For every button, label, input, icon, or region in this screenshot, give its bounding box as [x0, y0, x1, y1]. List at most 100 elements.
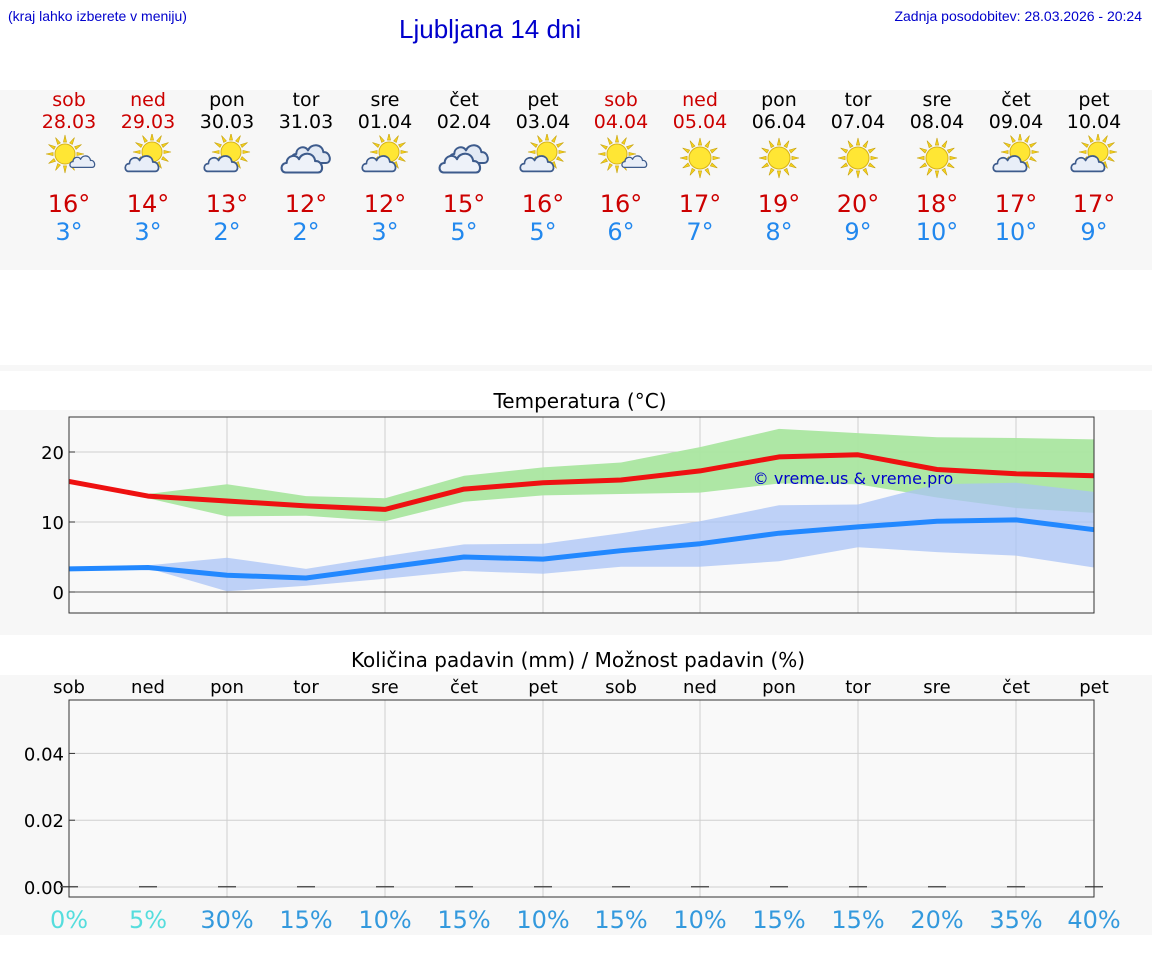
x-day-label: ned	[131, 677, 165, 698]
day-date: 02.04	[436, 111, 492, 133]
precipitation-probability: 35%	[989, 906, 1042, 934]
cloud-shape	[280, 152, 324, 174]
sun-icon	[916, 137, 958, 179]
sun-ray	[768, 140, 775, 149]
precipitation-probability: 15%	[752, 906, 805, 934]
cloudy-icon	[438, 144, 489, 174]
day-date: 05.04	[672, 111, 728, 133]
sun-ray	[689, 167, 696, 176]
sun-disc	[925, 146, 949, 170]
day-column: ned 29.03 14° 3°	[108, 89, 188, 246]
sun-ray	[941, 167, 948, 176]
sun-ray	[527, 150, 536, 154]
sun-ray	[941, 140, 948, 149]
sun-ray	[919, 147, 928, 154]
sun-ray	[214, 142, 222, 148]
sun-ray	[689, 140, 696, 149]
sun-ray	[556, 142, 564, 148]
y-tick-label: 10	[41, 513, 64, 534]
min-temperature: 9°	[844, 218, 872, 246]
sun-ray	[63, 134, 67, 143]
sun-ray	[776, 170, 782, 179]
sun-cloud-icon	[361, 134, 409, 173]
sun-ray	[626, 144, 634, 150]
sun-ray	[768, 167, 775, 176]
y-tick-label: 0.04	[24, 744, 64, 765]
sun-shape	[679, 137, 721, 179]
sun-ray	[949, 155, 958, 161]
sun-cloud-icon	[519, 134, 567, 173]
cloud-shape	[438, 152, 482, 174]
cloud-shape	[519, 155, 555, 173]
x-day-label: sob	[605, 677, 637, 698]
sun-icon	[679, 137, 721, 179]
x-day-label: sre	[371, 677, 398, 698]
sun-ray	[847, 167, 854, 176]
cloud-shape	[361, 155, 397, 173]
cloud-shape	[124, 155, 160, 173]
precipitation-chart-title: Količina padavin (mm) / Možnost padavin …	[351, 648, 805, 672]
sun-ray	[791, 155, 800, 161]
sun-ray	[1010, 135, 1016, 143]
sun-ray	[398, 142, 406, 148]
sun-ray	[867, 162, 876, 169]
daily-forecast-strip	[0, 90, 1152, 270]
x-day-label: čet	[450, 677, 478, 698]
sun-ray	[1096, 134, 1100, 141]
cloud-outline	[992, 155, 1028, 173]
sun-ray	[712, 155, 721, 161]
sun-cloud-icon	[1070, 134, 1118, 173]
day-name: sob	[52, 89, 86, 111]
sun-disc	[767, 146, 791, 170]
precipitation-probability: 15%	[437, 906, 490, 934]
day-date: 01.04	[357, 111, 413, 133]
sun-ray	[783, 140, 790, 149]
cloud-shape	[69, 155, 96, 169]
sun-ray	[1000, 150, 1009, 154]
sun-ray	[45, 152, 54, 156]
sun-ray	[679, 155, 688, 161]
day-name: pon	[209, 89, 245, 111]
sun-ray	[788, 162, 797, 169]
sun-ray	[229, 134, 233, 141]
day-column: sre 01.04 12° 3°	[345, 89, 425, 246]
sun-ray	[934, 170, 940, 179]
location-hint: (kraj lahko izberete v meniju)	[8, 8, 187, 24]
sun-ray	[235, 135, 241, 143]
cloud-shape	[1070, 155, 1106, 173]
day-date: 31.03	[278, 111, 334, 133]
day-date: 03.04	[515, 111, 571, 133]
y-tick-label: 0.00	[24, 878, 64, 899]
x-day-label: pet	[1079, 677, 1109, 698]
sun-ray	[1088, 135, 1094, 143]
day-name: sre	[370, 89, 400, 111]
day-column: pon 30.03 13° 2°	[187, 89, 267, 246]
sun-ray	[1018, 134, 1022, 141]
precipitation-bar	[139, 885, 157, 888]
sun-ray	[946, 162, 955, 169]
sun-ray	[135, 142, 143, 148]
precipitation-probability: 40%	[1067, 906, 1120, 934]
x-day-label: pon	[210, 677, 244, 698]
max-temperature: 16°	[47, 190, 91, 218]
sun-ray	[837, 155, 846, 161]
precipitation-probability: 0%	[50, 906, 88, 934]
sun-ray	[621, 137, 627, 145]
max-temperature: 12°	[284, 190, 328, 218]
day-column: sob 28.03 16° 3°	[29, 89, 109, 246]
sun-icon	[758, 137, 800, 179]
sun-disc	[606, 143, 628, 165]
precipitation-bar	[376, 885, 394, 888]
sun-ray	[63, 165, 67, 174]
sun-ray	[1024, 135, 1030, 143]
max-temperature: 17°	[678, 190, 722, 218]
sun-ray	[788, 147, 797, 154]
sun-ray	[387, 134, 391, 141]
sun-ray	[142, 135, 148, 143]
sun-ray	[1081, 142, 1089, 148]
x-day-label: pet	[528, 677, 558, 698]
day-column: tor 07.04 20° 9°	[818, 89, 898, 246]
min-temperature: 5°	[450, 218, 478, 246]
precipitation-probability: 15%	[594, 906, 647, 934]
day-name: pet	[527, 89, 559, 111]
